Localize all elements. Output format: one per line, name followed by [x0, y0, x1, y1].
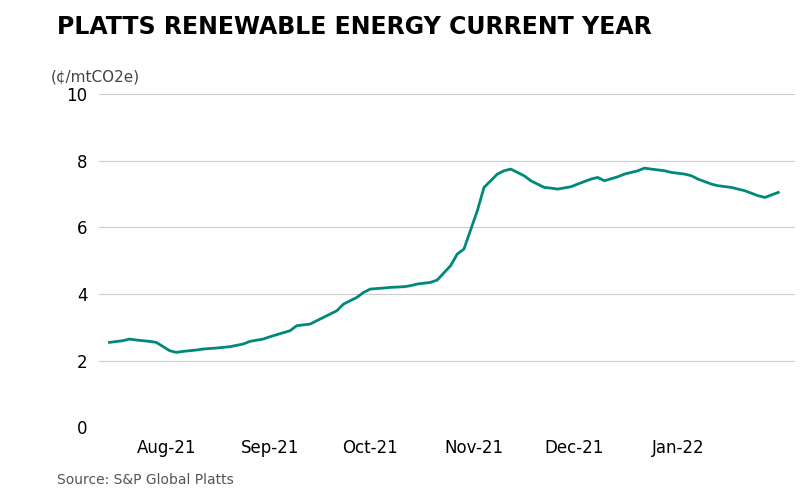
Y-axis label: (¢/mtCO2e): (¢/mtCO2e): [51, 69, 140, 84]
Text: PLATTS RENEWABLE ENERGY CURRENT YEAR: PLATTS RENEWABLE ENERGY CURRENT YEAR: [57, 15, 651, 39]
Text: Source: S&P Global Platts: Source: S&P Global Platts: [57, 473, 233, 487]
